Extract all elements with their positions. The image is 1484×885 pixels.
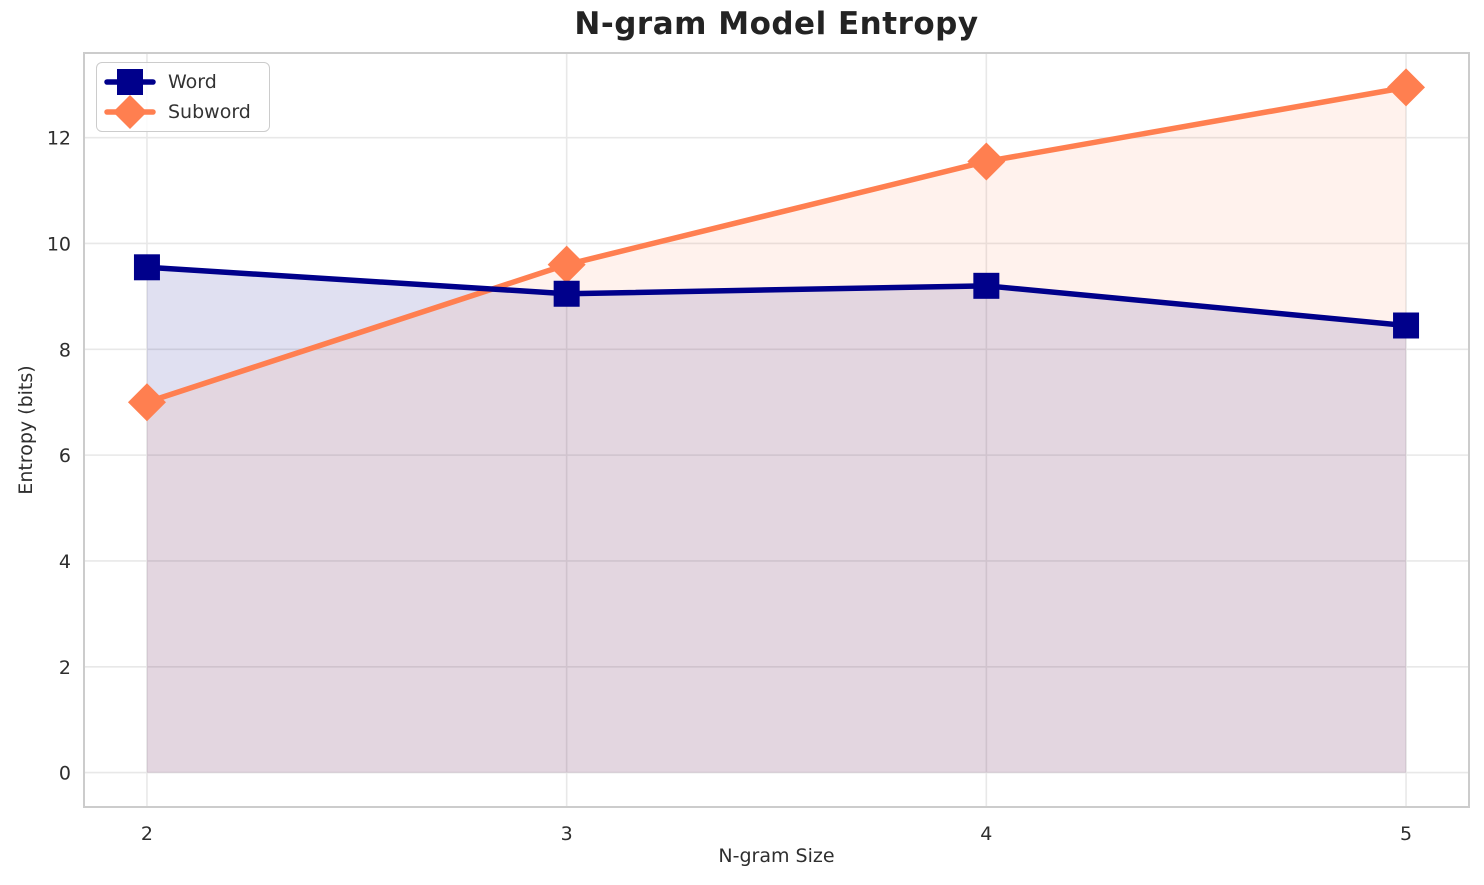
plot-border <box>83 52 1470 808</box>
word-legend-marker-icon <box>104 69 156 95</box>
subword-line <box>144 84 1409 405</box>
y-tick-label: 2 <box>59 657 71 679</box>
x-tick-label: 5 <box>1400 823 1412 845</box>
word-marker <box>973 272 1000 299</box>
y-tick-label: 6 <box>59 445 71 467</box>
x-axis-label: N-gram Size <box>718 845 835 867</box>
legend-label-subword: Subword <box>168 101 251 123</box>
subword-area-fill <box>146 87 1407 773</box>
subword-marker <box>1387 68 1426 107</box>
legend-item-subword: Subword <box>104 95 251 129</box>
y-tick-label: 0 <box>59 763 71 785</box>
legend-item-word: Word <box>104 67 251 97</box>
subword-legend-marker-icon <box>104 95 156 129</box>
subword-marker <box>127 383 166 422</box>
subword-marker <box>967 142 1006 181</box>
word-line <box>144 264 1409 329</box>
word-area-fill <box>146 267 1407 773</box>
y-tick-label: 10 <box>47 233 71 255</box>
legend: Word Subword <box>96 62 270 132</box>
x-tick-label: 2 <box>141 823 153 845</box>
y-axis-label: Entropy (bits) <box>15 365 37 495</box>
y-tick-label: 12 <box>47 128 71 150</box>
legend-label-word: Word <box>168 71 217 93</box>
word-marker <box>1393 312 1420 339</box>
word-marker <box>133 254 160 281</box>
x-tick-label: 4 <box>980 823 992 845</box>
y-tick-label: 8 <box>59 339 71 361</box>
chart-title: N-gram Model Entropy <box>574 6 979 42</box>
word-marker <box>553 280 580 307</box>
x-tick-label: 3 <box>561 823 573 845</box>
y-tick-label: 4 <box>59 551 71 573</box>
subword-marker <box>547 245 586 284</box>
